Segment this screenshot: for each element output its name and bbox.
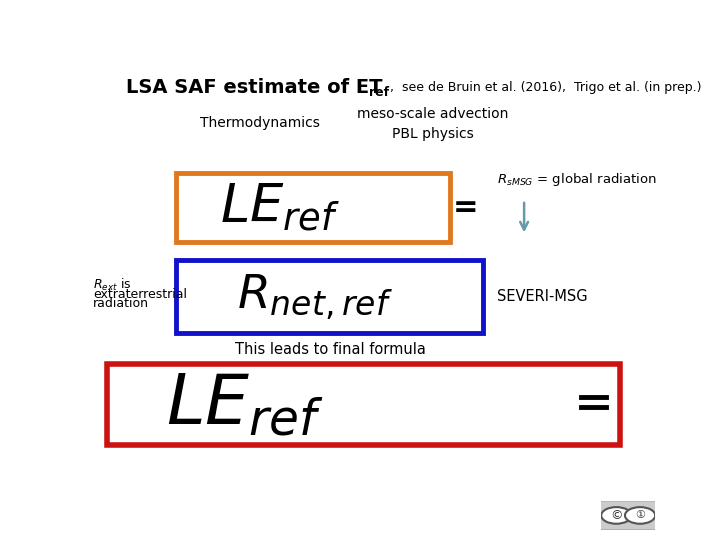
Circle shape	[601, 507, 631, 524]
Text: ,  see de Bruin et al. (2016),  Trigo et al. (in prep.): , see de Bruin et al. (2016), Trigo et a…	[386, 81, 701, 94]
Circle shape	[625, 507, 655, 524]
FancyBboxPatch shape	[600, 501, 657, 530]
Bar	[176, 260, 483, 333]
Text: $\it{LE}_{ref}$: $\it{LE}_{ref}$	[220, 181, 341, 233]
Text: ref: ref	[369, 86, 389, 99]
Bar	[176, 173, 450, 241]
Text: Thermodynamics: Thermodynamics	[200, 116, 320, 130]
Text: $\mathit{R}_{sMSG}$ = global radiation: $\mathit{R}_{sMSG}$ = global radiation	[498, 171, 657, 187]
Text: radiation: radiation	[93, 297, 149, 310]
Text: meso-scale advection
PBL physics: meso-scale advection PBL physics	[358, 107, 509, 140]
Bar	[107, 364, 620, 446]
Text: $\it{R}_{net,ref}$: $\it{R}_{net,ref}$	[237, 272, 392, 322]
Text: $\it{LE}_{ref}$: $\it{LE}_{ref}$	[166, 372, 324, 438]
Text: =: =	[453, 193, 478, 222]
Text: This leads to final formula: This leads to final formula	[235, 342, 426, 357]
Text: SEVERI-MSG: SEVERI-MSG	[498, 289, 588, 304]
Text: ©: ©	[610, 509, 623, 522]
Text: extraterrestrial: extraterrestrial	[93, 288, 186, 301]
Text: $R_{ext}$ is: $R_{ext}$ is	[93, 277, 131, 293]
Text: ①: ①	[635, 510, 645, 521]
Text: LSA SAF estimate of ET: LSA SAF estimate of ET	[126, 78, 383, 97]
